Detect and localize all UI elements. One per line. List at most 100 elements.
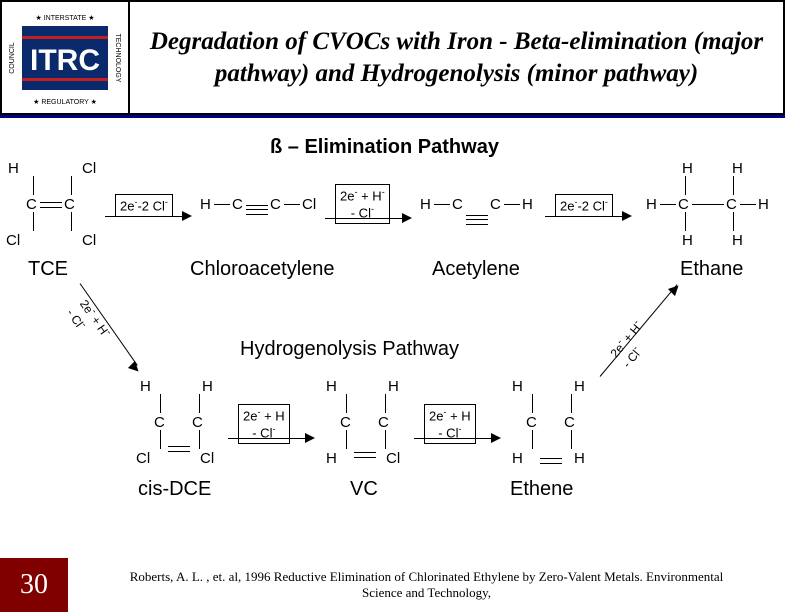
bond: [160, 430, 161, 449]
atom: H: [420, 196, 431, 213]
bond: [385, 430, 386, 449]
atom: C: [564, 414, 575, 431]
reaction-diagram: ß – Elimination Pathway H Cl C C Cl Cl T…: [0, 118, 785, 558]
header: ★ INTERSTATE ★ COUNCIL TECHNOLOGY ★ REGU…: [0, 0, 785, 118]
bond: [571, 394, 572, 413]
atom: H: [140, 378, 151, 395]
atom: Cl: [386, 450, 400, 467]
bond: [346, 394, 347, 413]
bond: [733, 176, 734, 195]
title-box: Degradation of CVOCs with Iron - Beta-el…: [130, 0, 785, 115]
arrow-head-icon: [128, 361, 142, 375]
atom: Cl: [82, 232, 96, 249]
atom: C: [232, 196, 243, 213]
atom: C: [678, 196, 689, 213]
atom: H: [512, 378, 523, 395]
bond: [685, 212, 686, 231]
atom: C: [26, 196, 37, 213]
atom: C: [726, 196, 737, 213]
bond: [199, 394, 200, 413]
arrow-head-icon: [668, 282, 682, 296]
mol-label-vc: VC: [350, 478, 378, 501]
arrow: [414, 438, 494, 439]
beta-pathway-label: ß – Elimination Pathway: [270, 136, 499, 159]
atom: C: [452, 196, 463, 213]
itrc-logo: ★ INTERSTATE ★ COUNCIL TECHNOLOGY ★ REGU…: [0, 0, 130, 115]
bond: [214, 204, 230, 205]
atom: C: [64, 196, 75, 213]
atom: H: [758, 196, 769, 213]
atom: C: [490, 196, 501, 213]
bond-double: [168, 446, 190, 452]
mol-label-ethane: Ethane: [680, 258, 743, 281]
arrow: [325, 218, 405, 219]
atom: Cl: [6, 232, 20, 249]
atom: H: [512, 450, 523, 467]
mol-label-tce: TCE: [28, 258, 68, 281]
atom: H: [388, 378, 399, 395]
atom: Cl: [136, 450, 150, 467]
arrow-head-icon: [182, 211, 192, 221]
atom: H: [732, 232, 743, 249]
bond-triple: [246, 205, 268, 215]
citation: Roberts, A. L. , et. al, 1996 Reductive …: [68, 558, 785, 612]
atom: Cl: [200, 450, 214, 467]
bond: [199, 430, 200, 449]
bond: [33, 212, 34, 231]
bond: [346, 430, 347, 449]
arrow: [545, 216, 625, 217]
arrow-head-icon: [491, 433, 501, 443]
diagonal-label: 2e- + H-- Cl-: [606, 318, 658, 371]
atom: H: [326, 378, 337, 395]
atom: H: [682, 160, 693, 177]
atom: H: [8, 160, 19, 177]
bond: [532, 430, 533, 449]
diagonal-label: 2e- + H-- Cl-: [63, 296, 114, 349]
bond: [71, 176, 72, 195]
bond: [692, 204, 724, 205]
atom: H: [200, 196, 211, 213]
bond: [532, 394, 533, 413]
slide-number: 30: [0, 558, 68, 612]
bond: [504, 204, 520, 205]
page-title: Degradation of CVOCs with Iron - Beta-el…: [142, 26, 771, 89]
bond: [284, 204, 300, 205]
svg-text:COUNCIL: COUNCIL: [9, 42, 16, 74]
bond: [685, 176, 686, 195]
svg-text:TECHNOLOGY: TECHNOLOGY: [114, 33, 121, 82]
bond-triple: [466, 215, 488, 225]
bond: [733, 212, 734, 231]
bond-double: [540, 458, 562, 464]
bond: [571, 430, 572, 449]
atom: C: [378, 414, 389, 431]
mol-label-acetylene: Acetylene: [432, 258, 520, 281]
bond: [160, 394, 161, 413]
atom: C: [526, 414, 537, 431]
svg-text:ITRC: ITRC: [30, 44, 100, 77]
reaction-box: 2e--2 Cl-: [555, 194, 613, 217]
mol-label-ethene: Ethene: [510, 478, 573, 501]
atom: H: [682, 232, 693, 249]
bond-double: [40, 202, 62, 208]
arrow-head-icon: [402, 213, 412, 223]
atom: C: [270, 196, 281, 213]
mol-label-chloroacetylene: Chloroacetylene: [190, 258, 335, 281]
arrow-head-icon: [305, 433, 315, 443]
arrow: [228, 438, 308, 439]
atom: Cl: [302, 196, 316, 213]
mol-label-cisdce: cis-DCE: [138, 478, 211, 501]
reaction-box: 2e--2 Cl-: [115, 194, 173, 217]
footer: 30 Roberts, A. L. , et. al, 1996 Reducti…: [0, 558, 785, 612]
atom: H: [574, 378, 585, 395]
atom: C: [192, 414, 203, 431]
atom: H: [326, 450, 337, 467]
hydro-pathway-label: Hydrogenolysis Pathway: [240, 338, 459, 361]
svg-text:★ INTERSTATE ★: ★ INTERSTATE ★: [36, 14, 95, 22]
bond: [434, 204, 450, 205]
bond-double: [354, 452, 376, 458]
atom: H: [522, 196, 533, 213]
arrow: [105, 216, 185, 217]
atom: H: [732, 160, 743, 177]
bond: [33, 176, 34, 195]
svg-text:★ REGULATORY ★: ★ REGULATORY ★: [33, 98, 97, 106]
